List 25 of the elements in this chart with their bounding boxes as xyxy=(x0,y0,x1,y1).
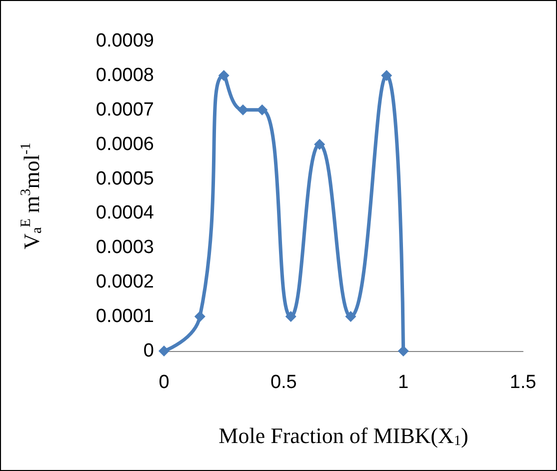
y-tick-label: 0.0002 xyxy=(96,272,154,293)
y-tick-label: 0.0003 xyxy=(96,237,154,258)
y-tick-label: 0.0007 xyxy=(96,99,154,120)
y-tick-label: 0.0006 xyxy=(96,134,154,155)
y-tick-label: 0.0001 xyxy=(96,306,154,328)
y-axis-title: VaE m3mol-1 xyxy=(18,142,45,250)
point xyxy=(237,104,248,116)
x-tick-label: 0 xyxy=(158,372,170,393)
point xyxy=(285,311,296,322)
y-tick-label: 0 xyxy=(143,340,154,362)
x-tick-label: 1.5 xyxy=(510,372,536,393)
point xyxy=(256,104,268,116)
point xyxy=(314,138,326,150)
y-tick-label: 0.0009 xyxy=(96,30,154,52)
point xyxy=(381,70,392,81)
point xyxy=(398,346,409,356)
y-tick-label: 0.0004 xyxy=(96,202,154,224)
point xyxy=(345,311,356,322)
point xyxy=(218,70,230,81)
y-tick-label: 0.0005 xyxy=(96,168,154,190)
y-tick-label: 0.0008 xyxy=(96,64,154,86)
point xyxy=(194,311,206,322)
x-tick-label: 0.5 xyxy=(270,372,297,393)
x-tick-label: 1 xyxy=(398,372,409,393)
point xyxy=(158,346,170,356)
